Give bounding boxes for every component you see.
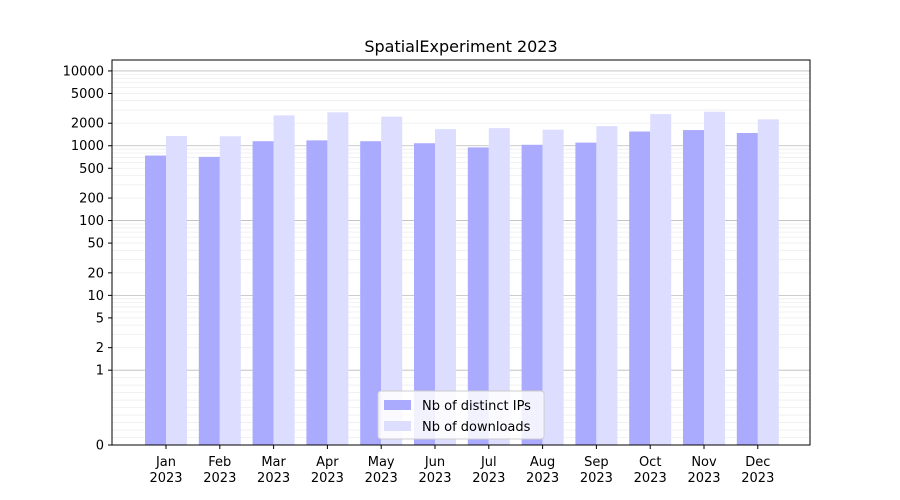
x-tick-label-month: Jul	[480, 455, 497, 470]
bar-downloads	[273, 115, 295, 445]
bar-downloads	[704, 111, 725, 445]
x-tick-label-year: 2023	[741, 471, 774, 486]
y-tick-label: 500	[79, 162, 104, 177]
x-tick-label-month: Jan	[155, 455, 176, 470]
x-tick-label-month: Dec	[745, 455, 770, 470]
x-tick-label-year: 2023	[687, 471, 720, 486]
y-tick-label: 2000	[71, 117, 104, 132]
y-axis: 0 1 2 5 10 20 50 100 200 500 1000 2000 5000 10000	[63, 64, 112, 454]
y-tick-label: 50	[87, 237, 104, 252]
x-tick-label-year: 2023	[257, 471, 290, 486]
legend: Nb of distinct IPs Nb of downloads	[377, 390, 545, 440]
bar-ips	[467, 147, 489, 445]
y-tick-label: 20	[87, 266, 104, 281]
y-tick-label: 100	[79, 214, 104, 229]
x-axis: Jan2023Feb2023Mar2023Apr2023May2023Jun20…	[149, 445, 774, 486]
bar-ips	[521, 144, 543, 445]
bar-downloads	[166, 135, 187, 445]
bar-ips	[306, 140, 328, 445]
chart-title: SpatialExperiment 2023	[364, 37, 557, 56]
x-tick-label-month: Apr	[316, 455, 339, 470]
bar-downloads	[435, 129, 456, 445]
bar-downloads	[596, 126, 618, 445]
x-tick-label-month: Feb	[208, 455, 231, 470]
x-tick-label-month: Sep	[584, 455, 609, 470]
y-tick-label: 1	[96, 364, 104, 379]
bar-downloads	[327, 112, 349, 445]
legend-box	[377, 390, 545, 440]
plot-frame	[111, 59, 811, 446]
y-tick-label: 1000	[71, 139, 104, 154]
x-tick-label-month: May	[368, 455, 395, 470]
x-tick-label-year: 2023	[418, 471, 451, 486]
y-tick-label: 200	[79, 192, 104, 207]
bars	[145, 111, 779, 446]
y-tick-label: 10000	[63, 64, 104, 79]
x-tick-label-year: 2023	[311, 471, 344, 486]
x-tick-label-month: Oct	[639, 455, 661, 470]
bar-ips	[252, 141, 274, 445]
x-tick-label-year: 2023	[472, 471, 505, 486]
legend-label: Nb of distinct IPs	[422, 399, 531, 414]
bar-downloads	[542, 129, 564, 445]
x-tick-label-month: Nov	[691, 455, 717, 470]
bar-ips	[145, 155, 166, 445]
legend-swatch	[384, 421, 411, 431]
x-tick-label-month: Aug	[530, 455, 555, 470]
bar-downloads	[381, 116, 403, 446]
bar-downloads	[757, 119, 779, 446]
y-tick-label: 5000	[71, 87, 104, 102]
bar-downloads	[488, 128, 510, 445]
x-tick-label-year: 2023	[634, 471, 667, 486]
x-tick-label-year: 2023	[149, 471, 182, 486]
y-tick-label: 5	[96, 311, 104, 326]
bar-ips	[575, 142, 597, 445]
y-tick-label: 10	[87, 289, 104, 304]
x-tick-label-year: 2023	[526, 471, 559, 486]
x-tick-label-year: 2023	[203, 471, 236, 486]
legend-label: Nb of downloads	[422, 420, 531, 435]
bar-ips	[683, 130, 704, 445]
bar-downloads	[219, 136, 241, 445]
bar-ips	[360, 141, 382, 445]
bar-ips	[629, 131, 651, 445]
y-tick-label: 2	[96, 341, 104, 356]
bar-ips	[198, 156, 220, 445]
bar-ips	[736, 133, 758, 446]
legend-swatch	[384, 400, 411, 410]
y-tick-label: 0	[96, 439, 104, 454]
bar-downloads	[650, 114, 672, 446]
x-tick-label-year: 2023	[365, 471, 398, 486]
x-tick-label-year: 2023	[580, 471, 613, 486]
x-tick-label-month: Jun	[424, 455, 445, 470]
bar-ips	[414, 143, 435, 445]
x-tick-label-month: Mar	[261, 455, 286, 470]
